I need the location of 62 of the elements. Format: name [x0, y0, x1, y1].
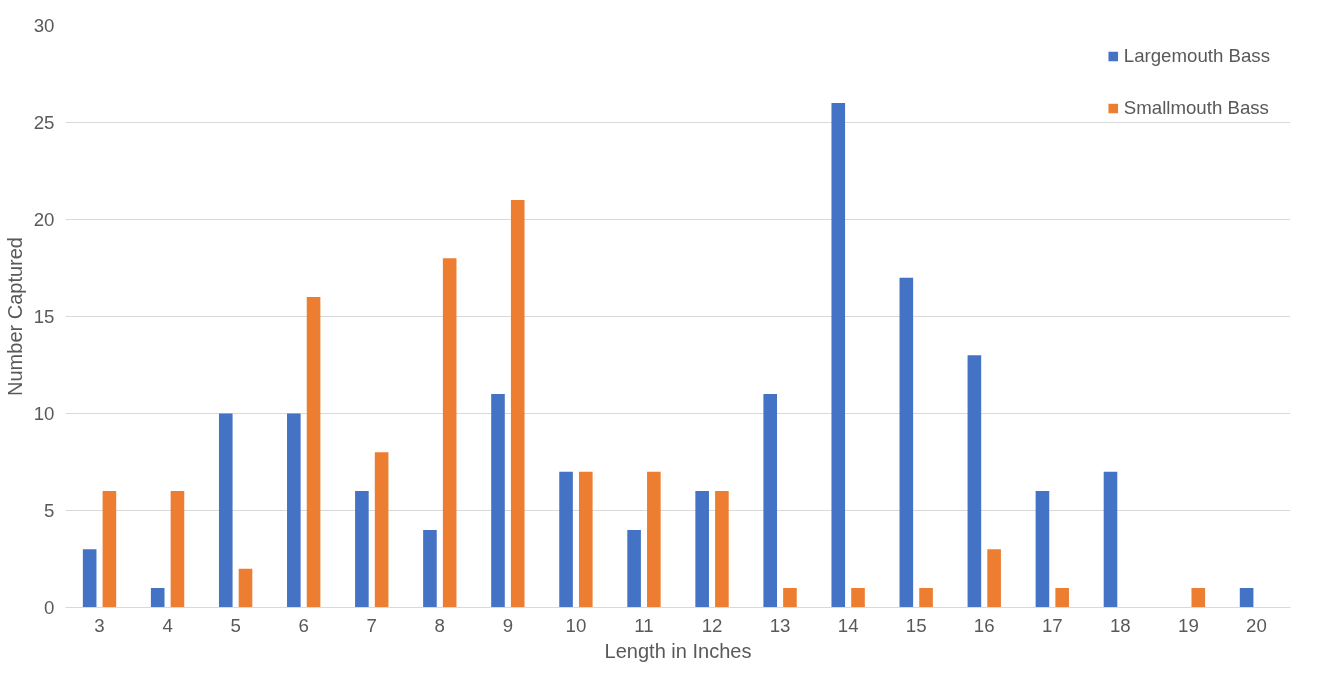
bar [218, 413, 233, 608]
bar [306, 297, 321, 608]
bar [491, 394, 505, 608]
y-tick-label: 5 [44, 500, 55, 521]
x-tick-label: 4 [162, 614, 173, 636]
bar [695, 491, 709, 608]
bar [102, 491, 117, 608]
y-tick-label: 25 [33, 112, 55, 133]
y-tick-label: 10 [33, 403, 55, 424]
x-tick-label: 5 [230, 614, 241, 636]
x-tick-label: 7 [366, 614, 377, 636]
bar [1191, 588, 1206, 608]
y-tick-label: 20 [33, 209, 55, 230]
bar [647, 471, 661, 608]
x-tick-label: 10 [565, 614, 587, 636]
bar [851, 588, 865, 608]
bar [715, 491, 729, 608]
bar [1239, 588, 1254, 608]
x-tick-label: 11 [634, 614, 654, 636]
y-tick-label: 30 [33, 15, 55, 36]
bar [831, 103, 846, 608]
bar [987, 549, 1001, 608]
bar [374, 452, 389, 608]
legend-label: Smallmouth Bass [1123, 97, 1269, 119]
x-tick-label: 20 [1246, 614, 1267, 636]
x-tick-label: 17 [1041, 614, 1063, 636]
x-tick-label: 9 [502, 614, 514, 636]
x-tick-label: 8 [434, 614, 446, 636]
bar [150, 588, 165, 608]
bar [287, 413, 301, 608]
bar [919, 588, 933, 608]
x-tick-label: 6 [298, 614, 309, 636]
bar [1055, 588, 1069, 608]
y-tick-label: 0 [44, 597, 55, 618]
x-axis-title: Length in Inches [604, 639, 752, 662]
x-tick-label: 15 [905, 614, 927, 636]
bar [170, 491, 185, 608]
bar [355, 491, 369, 608]
bar [559, 471, 573, 608]
bar [967, 355, 982, 608]
x-tick-label: 14 [837, 614, 859, 636]
bar [899, 277, 914, 608]
x-tick-label: 19 [1178, 614, 1199, 636]
x-tick-label: 18 [1109, 614, 1131, 636]
bar [238, 568, 253, 608]
bar [783, 588, 797, 608]
bar [763, 394, 778, 608]
bar [442, 258, 457, 608]
x-tick-label: 13 [769, 614, 791, 636]
x-tick-label: 16 [973, 614, 995, 636]
bar [510, 200, 525, 608]
bar [627, 529, 641, 608]
bar [423, 529, 437, 608]
x-tick-label: 3 [94, 614, 105, 636]
bar [1103, 471, 1118, 608]
y-tick-label: 15 [33, 306, 55, 327]
bar [82, 549, 97, 608]
x-tick-label: 12 [701, 614, 723, 636]
y-axis-title: Number Captured [3, 237, 26, 396]
bar [1035, 491, 1050, 608]
bar [578, 471, 593, 608]
legend-label: Largemouth Bass [1123, 45, 1270, 67]
